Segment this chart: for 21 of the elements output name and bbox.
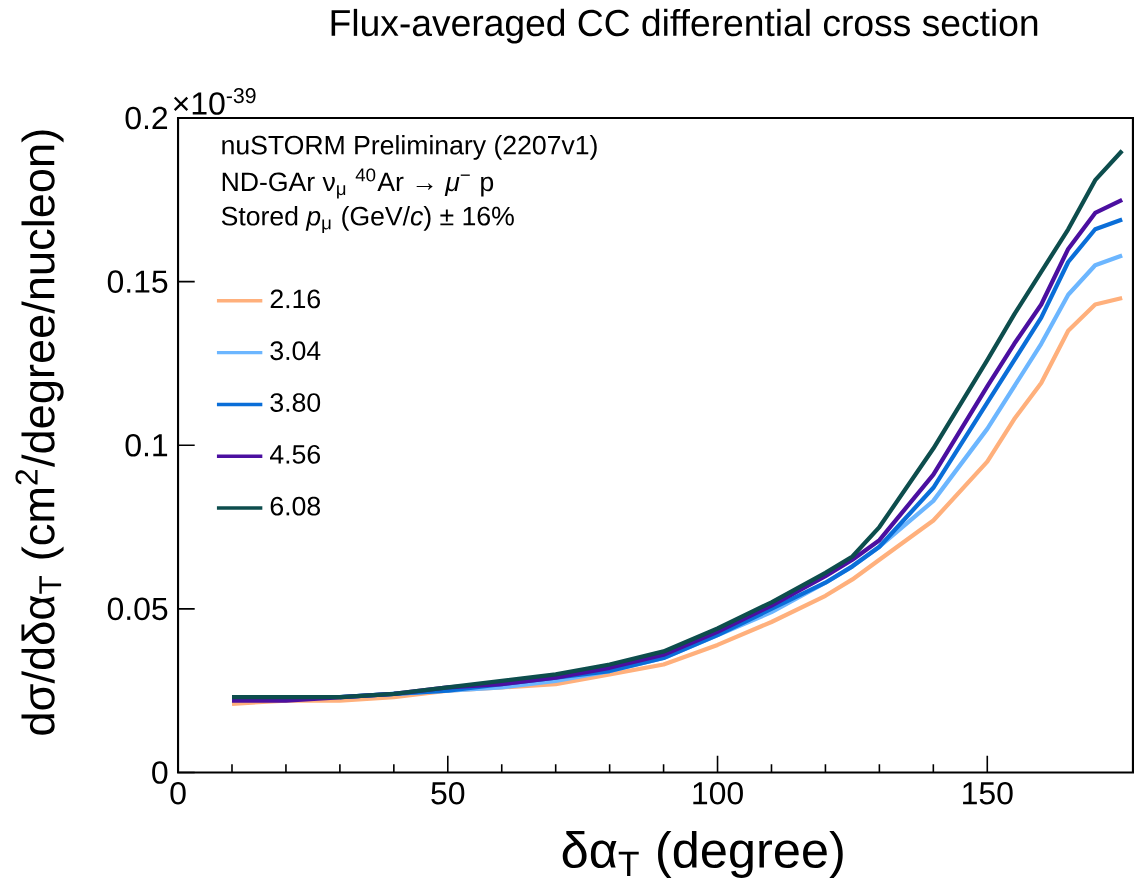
chart-title: Flux-averaged CC differential cross section <box>331 8 1038 44</box>
annotation: nuSTORM Preliminary (2207v1) <box>222 135 597 160</box>
annotation: ND-GAr ν$_{μ}$ $^{40}$Ar → μ$^{−}$ p <box>222 168 494 199</box>
y-tick-label: 0.1 <box>125 433 168 457</box>
y-tick-label: 0.2 <box>125 106 168 130</box>
y-axis-title: dσ/dδα$_{T}$ (cm$^{2}$/degree/nucleon) <box>15 130 64 735</box>
legend-label: 2.16 <box>270 289 320 309</box>
x-axis-title: δα$_{T}$ (degree) <box>562 831 843 879</box>
legend-label: 4.56 <box>270 444 320 464</box>
x-tick-label: 0 <box>170 781 186 805</box>
legend-label: 6.08 <box>270 496 320 516</box>
y-tick-label: 0.05 <box>107 597 168 621</box>
x-tick-label: 100 <box>693 781 743 805</box>
x-tick-label: 150 <box>963 781 1013 805</box>
x-tick-label: 50 <box>431 781 465 805</box>
y-tick-label: 0 <box>152 761 168 784</box>
y-tick-label: 0.15 <box>107 270 168 293</box>
annotation: Stored p$_{μ}$ (GeV/c) ± 16% <box>221 206 514 233</box>
legend-label: 3.04 <box>270 341 321 361</box>
legend-label: 3.80 <box>270 393 321 412</box>
text: ×10$^{-39}$ <box>173 88 256 115</box>
